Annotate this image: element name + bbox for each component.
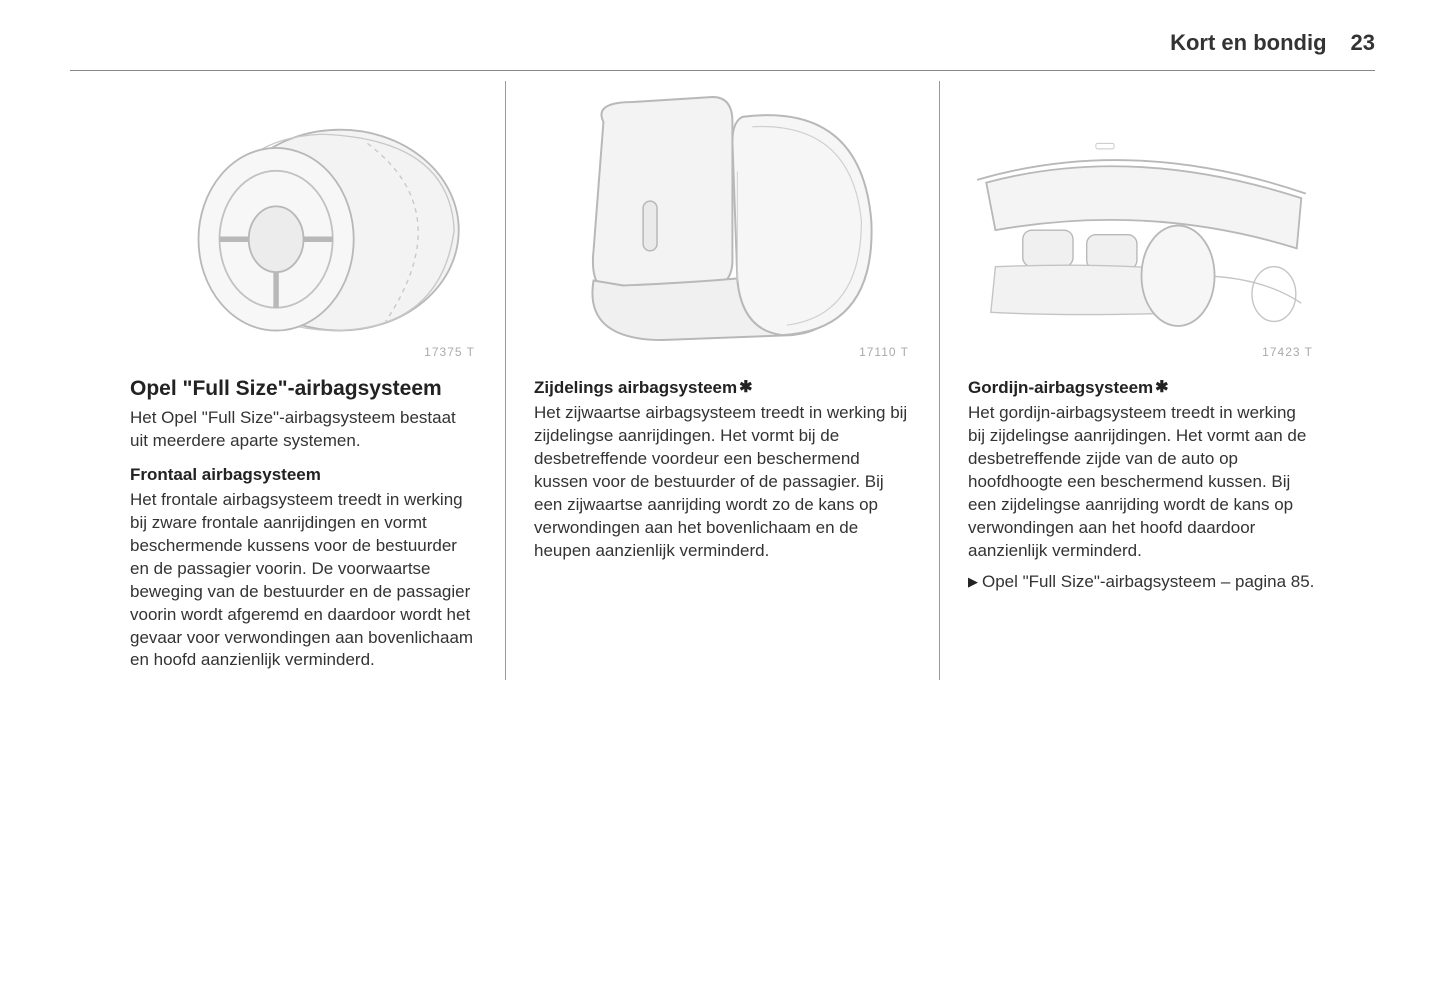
column-2: 17110 T Zijdelings airbagsysteem✱ Het zi… <box>505 81 940 680</box>
section-title: Kort en bondig <box>1170 30 1326 56</box>
heading-text: Gordijn-airbagsysteem <box>968 378 1153 397</box>
figure-caption: 17375 T <box>424 345 475 359</box>
heading-sub: Frontaal airbagsysteem <box>130 465 477 485</box>
triangle-bullet-icon <box>968 572 982 591</box>
option-asterisk-icon: ✱ <box>739 379 752 396</box>
figure-side-airbag: 17110 T <box>534 81 911 361</box>
heading-sub: Zijdelings airbagsysteem✱ <box>534 377 911 398</box>
reference-text: Opel "Full Size"-airbagsysteem – pagina … <box>982 572 1314 591</box>
body-text: Het zijwaartse airbagsysteem treedt in w… <box>534 402 911 563</box>
figure-curtain-airbag: 17423 T <box>968 81 1315 361</box>
cross-reference: Opel "Full Size"-airbagsysteem – pagina … <box>968 571 1315 594</box>
heading-sub: Gordijn-airbagsysteem✱ <box>968 377 1315 398</box>
figure-caption: 17110 T <box>859 345 909 359</box>
content-columns: 17375 T Opel "Full Size"-airbagsysteem H… <box>70 81 1375 680</box>
page-header: Kort en bondig 23 <box>70 30 1375 71</box>
option-asterisk-icon: ✱ <box>1155 379 1168 396</box>
body-text: Het frontale airbagsysteem treedt in wer… <box>130 489 477 673</box>
heading-main: Opel "Full Size"-airbagsysteem <box>130 377 477 401</box>
intro-text: Het Opel "Full Size"-airbagsysteem besta… <box>130 407 477 453</box>
figure-frontal-airbag: 17375 T <box>130 81 477 361</box>
page-number: 23 <box>1351 30 1375 56</box>
figure-caption: 17423 T <box>1262 345 1313 359</box>
body-text: Het gordijn-airbagsysteem treedt in werk… <box>968 402 1315 563</box>
heading-text: Zijdelings airbagsysteem <box>534 378 737 397</box>
column-1: 17375 T Opel "Full Size"-airbagsysteem H… <box>70 81 505 680</box>
column-3: 17423 T Gordijn-airbagsysteem✱ Het gordi… <box>940 81 1375 680</box>
